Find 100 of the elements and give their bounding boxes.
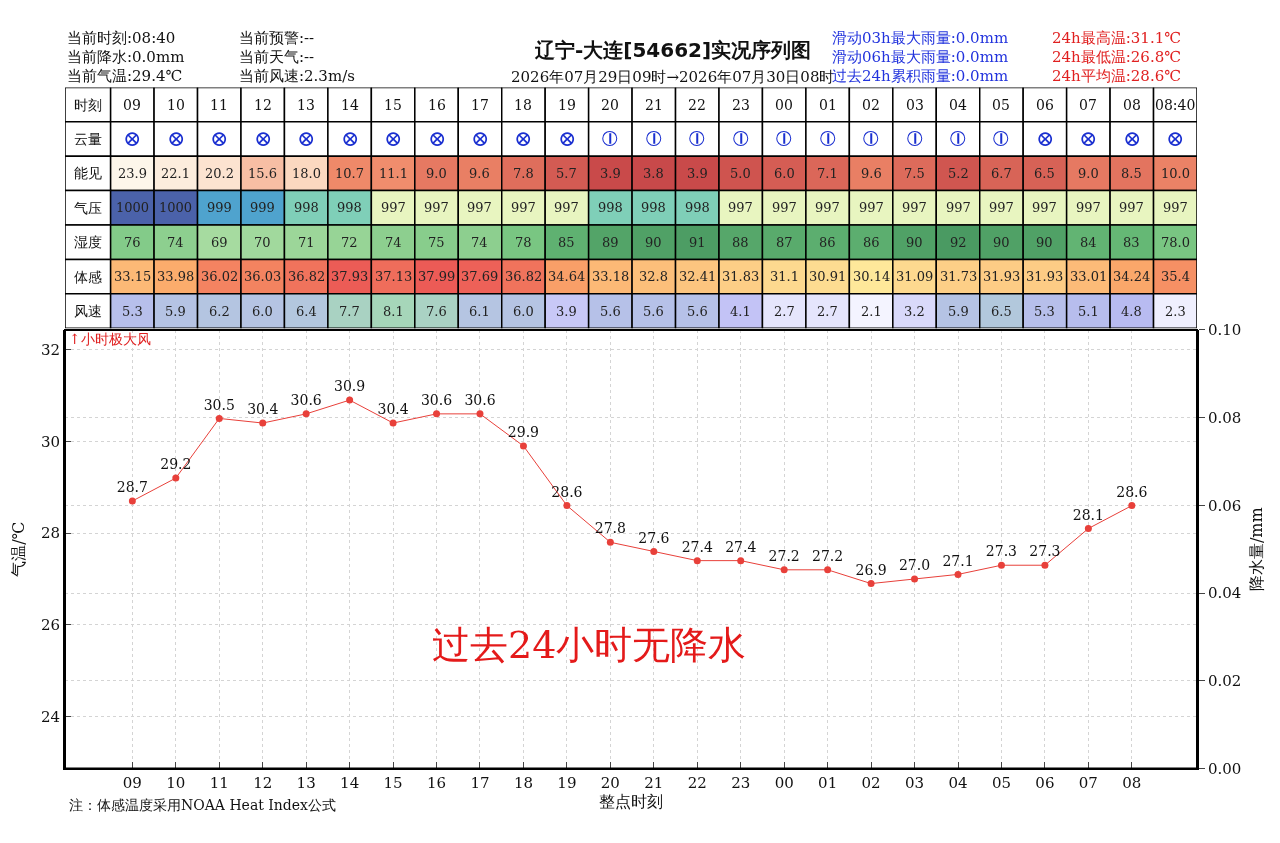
x-tick-label: 15 xyxy=(383,774,403,793)
data-label: 74 xyxy=(385,235,402,250)
data-label: 31.83 xyxy=(722,269,760,284)
y-axis-title: 气温/℃ xyxy=(9,521,29,577)
data-label: 3.9 xyxy=(600,166,621,181)
y-tick-label: 气压 xyxy=(74,200,102,216)
data-label: 92 xyxy=(950,235,967,250)
data-label: 999 xyxy=(250,200,275,215)
point xyxy=(911,575,919,583)
data-label: 32.41 xyxy=(679,269,717,284)
data-label: 6.5 xyxy=(1034,166,1055,181)
x-tick-label: 03 xyxy=(906,97,924,113)
data-label: 8.5 xyxy=(1121,166,1142,181)
data-label: 6.1 xyxy=(469,304,490,319)
data-label: 22.1 xyxy=(161,166,190,181)
data-label: 84 xyxy=(1080,235,1097,250)
text: 滑动03h最大雨量:0.0mm xyxy=(832,29,1009,47)
y2-tick-label: 0.06 xyxy=(1208,496,1242,515)
data-label: 6.5 xyxy=(991,304,1012,319)
data-label: 998 xyxy=(337,200,362,215)
data-label: 9.0 xyxy=(426,166,447,181)
data-label: 30.5 xyxy=(203,396,235,413)
x-tick-label: 14 xyxy=(340,774,360,793)
y-tick-label: 能见 xyxy=(74,165,102,181)
data-label: 997 xyxy=(946,200,971,215)
data-label: 27.6 xyxy=(638,529,670,546)
chart-title: 辽宁-大连[54662]实况序列图 xyxy=(534,38,812,62)
data-label: 90 xyxy=(993,235,1010,250)
text: ⦶ xyxy=(993,126,1009,151)
data-label: 997 xyxy=(467,200,492,215)
data-label: 5.9 xyxy=(948,304,969,319)
x-tick-label: 11 xyxy=(210,97,228,113)
data-label: 33.15 xyxy=(114,269,152,284)
text: 当前气温:29.4℃ xyxy=(67,67,183,85)
data-label: 7.6 xyxy=(426,304,447,319)
text: ⦶ xyxy=(776,126,792,151)
text: 24h平均温:28.6℃ xyxy=(1052,67,1181,85)
text: ⦶ xyxy=(907,126,923,151)
text: ⊗ xyxy=(428,126,447,151)
data-label: 2.1 xyxy=(861,304,882,319)
data-label: 997 xyxy=(859,200,884,215)
x-tick-label: 13 xyxy=(297,97,315,113)
data-label: 7.1 xyxy=(817,166,838,181)
point xyxy=(997,561,1005,569)
data-label: 5.6 xyxy=(687,304,708,319)
y2-axis-title: 降水量/mm xyxy=(1246,507,1266,592)
text: ⦶ xyxy=(689,126,705,151)
x-tick-label: 09 xyxy=(123,97,141,113)
data-label: 31.1 xyxy=(770,269,799,284)
data-label: 36.02 xyxy=(201,269,239,284)
data-label: 1000 xyxy=(116,200,150,215)
data-label: 1000 xyxy=(159,200,193,215)
data-label: 27.3 xyxy=(985,543,1018,560)
text: ⊗ xyxy=(1036,126,1055,151)
x-tick-label: 01 xyxy=(819,97,837,113)
x-tick-label: 00 xyxy=(775,97,793,113)
data-label: 997 xyxy=(511,200,536,215)
text: 当前天气:-- xyxy=(239,48,315,66)
x-tick-label: 16 xyxy=(428,97,446,113)
x-axis-title: 时刻 xyxy=(74,97,102,113)
x-tick-label: 22 xyxy=(688,97,706,113)
data-label: 33.98 xyxy=(157,269,195,284)
text: 24h最低温:26.8℃ xyxy=(1052,48,1181,66)
point xyxy=(1041,561,1049,569)
text: 当前时刻:08:40 xyxy=(67,29,176,47)
data-label: 997 xyxy=(1076,200,1101,215)
point xyxy=(650,547,658,555)
data-label: 28.6 xyxy=(551,483,583,500)
data-label: 90 xyxy=(1036,235,1053,250)
data-label: 997 xyxy=(728,200,753,215)
data-label: 69 xyxy=(211,235,228,250)
y-tick-label: 30 xyxy=(40,432,60,451)
text: ⊗ xyxy=(1166,126,1185,151)
data-label: 76 xyxy=(124,235,141,250)
text: ⊗ xyxy=(558,126,577,151)
x-tick-label: 00 xyxy=(774,774,794,793)
x-tick-label: 05 xyxy=(992,97,1010,113)
data-label: 3.9 xyxy=(687,166,708,181)
x-tick-label: 21 xyxy=(644,774,664,793)
data-label: 27.2 xyxy=(768,547,800,564)
data-label: 997 xyxy=(1032,200,1057,215)
x-tick-label: 10 xyxy=(167,97,185,113)
data-label: 998 xyxy=(598,200,623,215)
data-label: 6.0 xyxy=(513,304,534,319)
data-label: 70 xyxy=(254,235,271,250)
data-label: 997 xyxy=(772,200,797,215)
annotation: 过去24小时无降水 xyxy=(432,623,747,667)
y-tick-label: 湿度 xyxy=(74,234,102,250)
data-label: 74 xyxy=(471,235,488,250)
data-label: 20.2 xyxy=(205,166,234,181)
point xyxy=(867,580,875,588)
x-tick-label: 11 xyxy=(209,774,229,793)
data-label: 72 xyxy=(341,235,358,250)
data-label: 998 xyxy=(685,200,710,215)
data-label: 15.6 xyxy=(248,166,277,181)
x-tick-label: 10 xyxy=(166,774,186,793)
data-label: 6.4 xyxy=(296,304,317,319)
data-label: 90 xyxy=(906,235,923,250)
y2-tick-label: 0.04 xyxy=(1208,584,1242,603)
x-tick-label: 19 xyxy=(558,97,576,113)
